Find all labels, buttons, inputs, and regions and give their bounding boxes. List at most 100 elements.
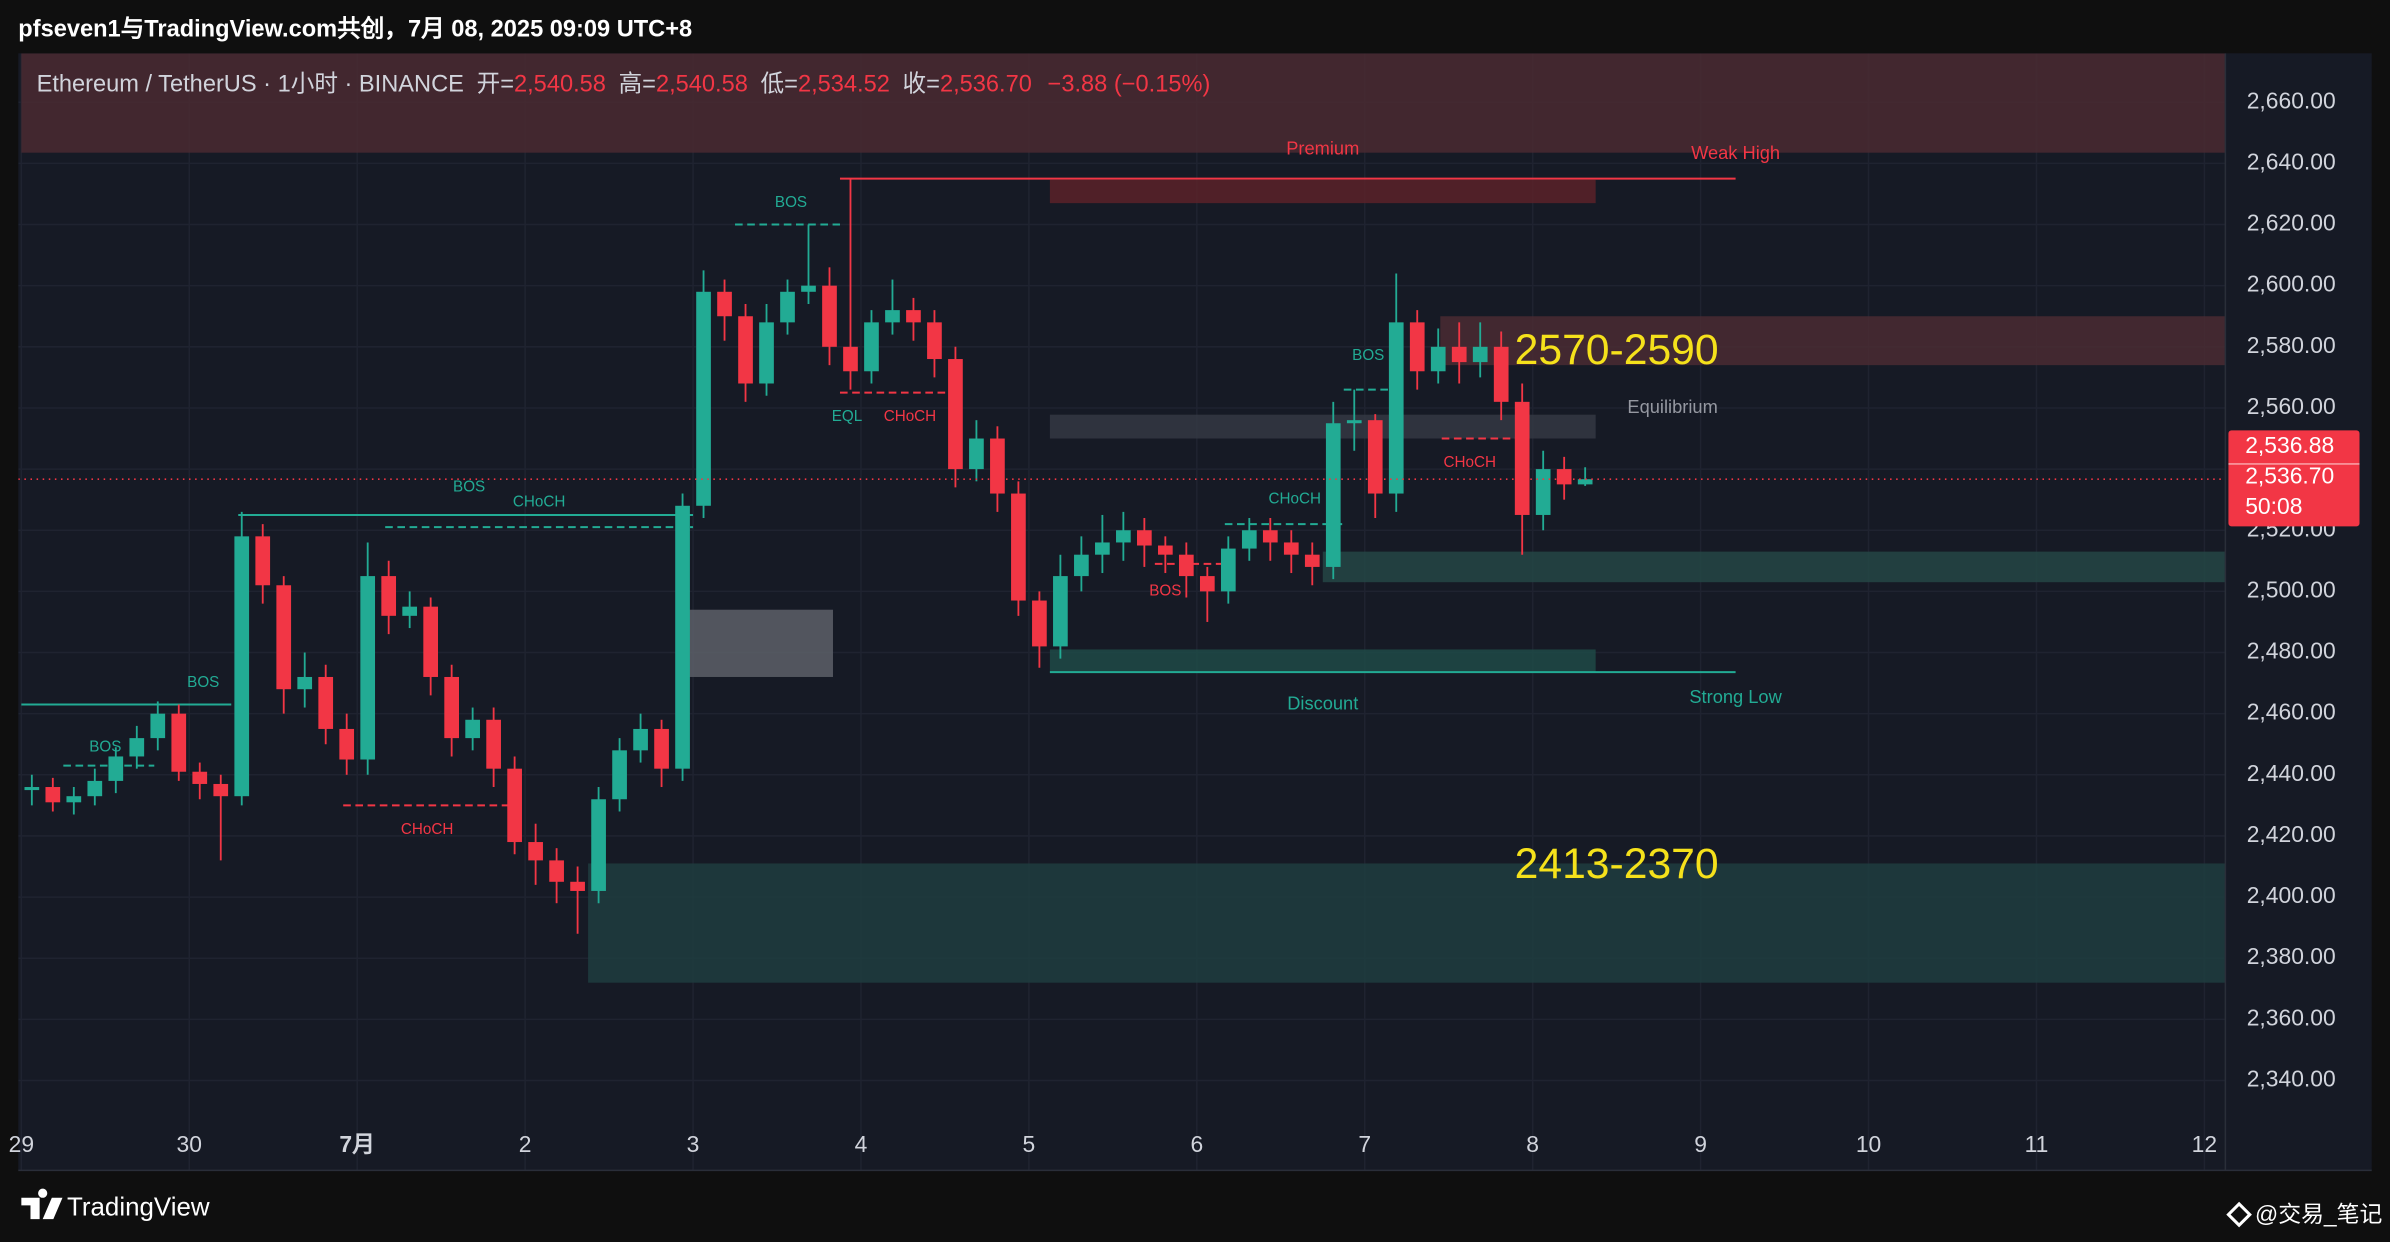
annotation: BOS [775, 194, 807, 211]
candle-body [1032, 600, 1047, 647]
candle-body [675, 505, 690, 769]
candle-body [717, 291, 732, 317]
y-tick-label: 2,460.00 [2247, 699, 2336, 725]
y-tick-label: 2,620.00 [2247, 210, 2336, 236]
candle-body [1137, 530, 1152, 546]
candle-body [738, 316, 753, 384]
y-tick-label: 2,480.00 [2247, 638, 2336, 664]
annotation: CHoCH [1443, 454, 1495, 471]
candle-body [990, 438, 1005, 494]
candle-body [948, 359, 963, 470]
candle-body [213, 783, 229, 797]
candle-body [360, 576, 376, 760]
candle-body [66, 796, 82, 803]
x-tick-label: 3 [687, 1131, 700, 1157]
tradingview-logo[interactable]: TradingView [21, 1188, 210, 1222]
y-tick-label: 2,420.00 [2247, 821, 2336, 847]
legend-value: 2,536.70 [940, 72, 1032, 98]
y-tick-label: 2,360.00 [2247, 1004, 2336, 1030]
x-tick-label: 5 [1023, 1131, 1036, 1157]
candle-body [1325, 423, 1341, 567]
legend-value: 2,540.58 [514, 72, 606, 98]
candle-body [1577, 479, 1593, 485]
candle-body [906, 310, 921, 323]
y-tick-label: 2,640.00 [2247, 148, 2336, 174]
zone [688, 609, 833, 677]
candle-body [1556, 469, 1572, 485]
legend-value: 2,540.58 [656, 72, 748, 98]
candle-body [1220, 548, 1236, 592]
candle-body [612, 750, 627, 800]
candle-body [843, 346, 858, 372]
y-tick-label: 2,440.00 [2247, 760, 2336, 786]
candle-body [1430, 346, 1446, 372]
annotation: EQL [832, 408, 862, 425]
annotation: Weak High [1691, 142, 1780, 163]
zone-label: 2570-2590 [1515, 326, 1719, 374]
x-tick-label: 10 [1856, 1131, 1881, 1157]
x-tick-label: 11 [2025, 1131, 2049, 1157]
legend-symbol: Ethereum / TetherUS · 1小时 · BINANCE [37, 71, 464, 98]
candle-body [24, 787, 40, 791]
candle-body [339, 728, 355, 760]
candle-body [1074, 554, 1089, 577]
candle-body [1011, 493, 1026, 601]
y-tick-label: 2,660.00 [2247, 87, 2336, 113]
footer-author: @交易_笔记 [2255, 1201, 2382, 1227]
price-badge-label: 2,536.70 [2245, 463, 2334, 489]
zone [1049, 414, 1596, 439]
annotation: CHoCH [401, 821, 453, 838]
candle-body [591, 799, 606, 891]
annotation: Strong Low [1689, 686, 1782, 707]
price-badge-label: 2,536.88 [2245, 432, 2334, 458]
x-tick-label: 8 [1526, 1131, 1539, 1157]
candle-body [1095, 542, 1110, 555]
annotation: CHoCH [513, 494, 565, 511]
legend-label: 高= [619, 71, 656, 98]
candle-body [1116, 530, 1131, 543]
legend-label: 低= [761, 71, 798, 98]
candle-body [1199, 576, 1215, 592]
candle-body [318, 676, 334, 729]
candle-body [696, 291, 711, 506]
candle-body [1493, 346, 1509, 402]
logo-icon [21, 1188, 63, 1220]
annotation: BOS [89, 738, 121, 755]
candle-body [129, 738, 145, 757]
candle-body [276, 585, 292, 690]
price-badge [2228, 430, 2360, 527]
legend-change: −3.88 (−0.15%) [1048, 72, 1211, 98]
candle-body [1241, 530, 1257, 549]
y-tick-label: 2,400.00 [2247, 882, 2336, 908]
candle-body [87, 780, 103, 797]
legend-label: 收= [903, 71, 940, 98]
candle-body [1262, 530, 1278, 543]
annotation: BOS [1149, 582, 1181, 599]
legend-value: 2,534.52 [798, 72, 890, 98]
candle-body [423, 606, 439, 677]
zone-label: 2413-2370 [1515, 840, 1719, 888]
candle-body [192, 771, 208, 784]
footer-brand: TradingView [67, 1193, 210, 1221]
annotation: Equilibrium [1627, 396, 1717, 417]
candle-body [1388, 322, 1404, 494]
x-tick-label: 6 [1190, 1131, 1203, 1157]
legend[interactable]: Ethereum / TetherUS · 1小时 · BINANCE 开=2,… [37, 71, 1211, 98]
candle-body [444, 676, 459, 739]
annotation: CHoCH [1269, 491, 1321, 508]
candle-body [927, 322, 942, 360]
author-icon [2226, 1201, 2252, 1228]
annotation: Premium [1286, 137, 1359, 158]
axes: 29 30 7月 2 3 4 5 6 7 8 9 10 11 12 2,340.00 2,360.00 2,38… [9, 87, 2360, 1157]
candle-body [1367, 420, 1383, 494]
y-tick-label: 2,340.00 [2247, 1066, 2336, 1092]
x-tick-label: 2 [519, 1131, 532, 1157]
candle-body [1053, 576, 1068, 647]
candle-body [570, 881, 585, 891]
zone [1322, 551, 2226, 583]
candle-body [465, 719, 480, 739]
candle-body [759, 322, 774, 384]
header-title: pfseven1与TradingView.com共创，7月 08, 2025 0… [18, 16, 692, 43]
